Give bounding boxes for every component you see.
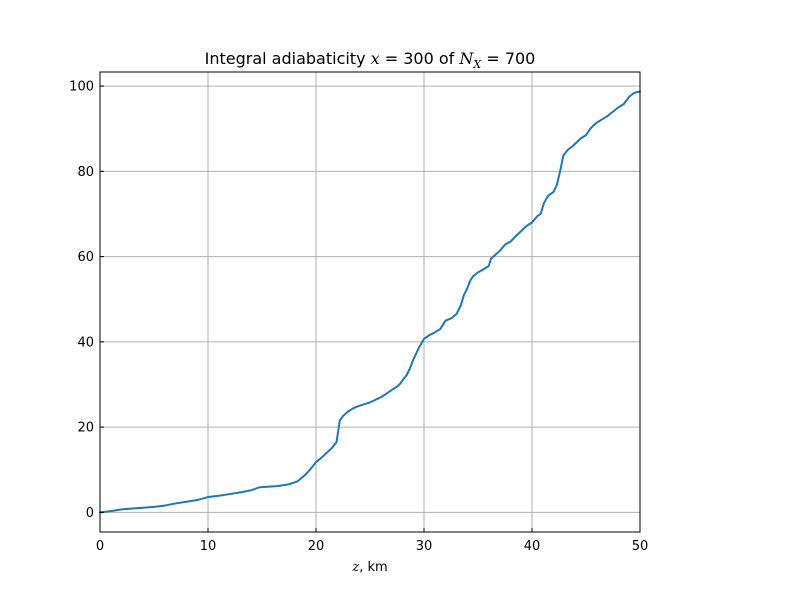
series-layer — [99, 90, 641, 514]
x-tick-label: 0 — [96, 539, 104, 554]
title-n-var: N — [458, 49, 474, 68]
x-axis-unit: , km — [359, 560, 387, 575]
x-tick-label: 10 — [200, 539, 217, 554]
axis-ticks: 0 10 20 30 40 50 0 20 40 60 80 100 — [69, 80, 648, 554]
x-tick-label: 20 — [308, 539, 325, 554]
title-x-eq: = 300 of — [380, 49, 460, 68]
y-tick-label: 100 — [69, 80, 94, 95]
plot-frame — [99, 71, 641, 533]
x-tick-label: 50 — [632, 539, 649, 554]
y-tick-label: 40 — [77, 335, 94, 350]
series-line — [99, 90, 641, 514]
y-tick-label: 60 — [77, 250, 94, 265]
x-axis-label: z, km — [351, 560, 387, 575]
x-axis-var: z — [351, 560, 359, 575]
x-tick-label: 40 — [524, 539, 541, 554]
title-prefix: Integral adiabaticity — [205, 49, 371, 68]
title-n-eq: = 700 — [481, 49, 535, 68]
x-tick-label: 30 — [416, 539, 433, 554]
grid-lines — [99, 72, 641, 532]
y-tick-label: 0 — [86, 506, 94, 521]
y-tick-label: 80 — [77, 165, 94, 180]
chart-title: Integral adiabaticity x = 300 of NX = 70… — [205, 49, 536, 71]
y-tick-label: 20 — [77, 421, 94, 436]
title-x-var: x — [371, 49, 380, 68]
title-n-sub: X — [472, 58, 482, 71]
